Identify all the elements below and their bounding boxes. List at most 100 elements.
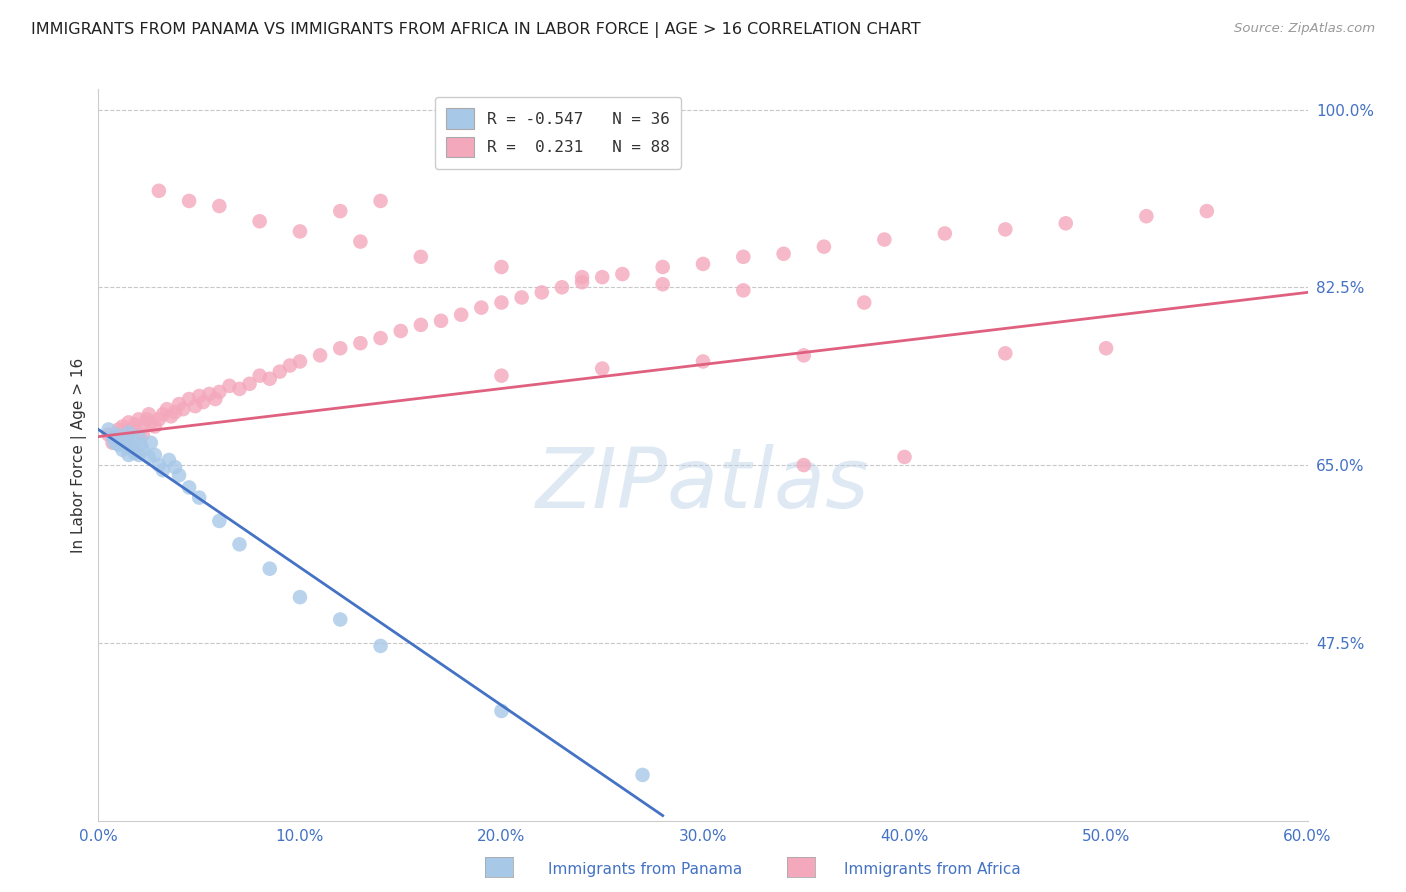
Point bbox=[370, 331, 392, 345]
Point bbox=[148, 184, 170, 198]
Point bbox=[105, 427, 128, 442]
Point bbox=[167, 397, 190, 411]
Point bbox=[994, 222, 1017, 236]
Point bbox=[167, 468, 190, 483]
Point bbox=[111, 419, 134, 434]
Point bbox=[249, 214, 271, 228]
Point bbox=[118, 416, 141, 430]
Y-axis label: In Labor Force | Age > 16: In Labor Force | Age > 16 bbox=[72, 358, 87, 552]
Point bbox=[156, 402, 179, 417]
Point bbox=[179, 194, 201, 208]
Legend: R = -0.547   N = 36, R =  0.231   N = 88: R = -0.547 N = 36, R = 0.231 N = 88 bbox=[434, 97, 682, 169]
Point bbox=[1135, 209, 1157, 223]
Point bbox=[103, 429, 125, 443]
Point bbox=[288, 354, 311, 368]
Point bbox=[179, 480, 201, 494]
Point bbox=[349, 235, 371, 249]
Point bbox=[491, 368, 513, 383]
Point bbox=[651, 260, 673, 274]
Text: Immigrants from Panama: Immigrants from Panama bbox=[548, 863, 742, 877]
Point bbox=[148, 412, 170, 426]
Point bbox=[124, 446, 146, 460]
Point bbox=[853, 295, 876, 310]
Point bbox=[1095, 341, 1118, 355]
Point bbox=[772, 247, 794, 261]
Point bbox=[409, 250, 432, 264]
Point bbox=[309, 348, 332, 362]
Point bbox=[259, 372, 281, 386]
Point bbox=[101, 435, 124, 450]
Point bbox=[651, 277, 673, 292]
Point bbox=[994, 346, 1017, 360]
Point bbox=[228, 382, 250, 396]
Point bbox=[132, 427, 155, 442]
Point bbox=[188, 491, 211, 505]
Point bbox=[152, 407, 174, 421]
Point bbox=[288, 224, 311, 238]
Point bbox=[114, 427, 136, 442]
Point bbox=[97, 427, 120, 442]
Point bbox=[135, 412, 157, 426]
Point bbox=[114, 435, 136, 450]
Point bbox=[184, 399, 207, 413]
Point bbox=[118, 448, 141, 462]
Point bbox=[128, 412, 150, 426]
Point bbox=[591, 270, 613, 285]
Point bbox=[148, 458, 170, 472]
Point bbox=[163, 460, 186, 475]
Point bbox=[370, 194, 392, 208]
Point bbox=[450, 308, 472, 322]
Point bbox=[733, 250, 755, 264]
Point bbox=[208, 199, 231, 213]
Point bbox=[124, 417, 146, 432]
Point bbox=[551, 280, 574, 294]
Point bbox=[491, 260, 513, 274]
Point bbox=[793, 348, 815, 362]
Text: Immigrants from Africa: Immigrants from Africa bbox=[844, 863, 1021, 877]
Text: Source: ZipAtlas.com: Source: ZipAtlas.com bbox=[1234, 22, 1375, 36]
Point bbox=[204, 392, 226, 406]
Point bbox=[101, 429, 124, 443]
Point bbox=[218, 379, 240, 393]
Text: ZIPatlas: ZIPatlas bbox=[536, 443, 870, 524]
Point bbox=[160, 409, 183, 424]
Point bbox=[118, 425, 141, 440]
Point bbox=[793, 458, 815, 472]
Point bbox=[115, 440, 138, 454]
Point bbox=[813, 240, 835, 254]
Point bbox=[239, 376, 262, 391]
Point bbox=[121, 440, 143, 454]
Point bbox=[288, 590, 311, 604]
Point bbox=[491, 704, 513, 718]
Point bbox=[631, 768, 654, 782]
Point bbox=[138, 407, 160, 421]
Point bbox=[370, 639, 392, 653]
Point bbox=[138, 450, 160, 464]
Point bbox=[103, 435, 125, 450]
Point bbox=[143, 419, 166, 434]
Point bbox=[128, 429, 150, 443]
Point bbox=[278, 359, 301, 373]
Point bbox=[692, 354, 714, 368]
Point bbox=[692, 257, 714, 271]
Point bbox=[157, 453, 180, 467]
Point bbox=[571, 275, 593, 289]
Point bbox=[491, 295, 513, 310]
Point bbox=[132, 442, 155, 457]
Point bbox=[120, 433, 142, 447]
Point bbox=[208, 384, 231, 399]
Point bbox=[1195, 204, 1218, 219]
Point bbox=[107, 438, 129, 452]
Point bbox=[193, 395, 215, 409]
Point bbox=[470, 301, 492, 315]
Point bbox=[143, 448, 166, 462]
Point bbox=[97, 423, 120, 437]
Point bbox=[198, 387, 221, 401]
Point bbox=[107, 423, 129, 437]
Point bbox=[389, 324, 412, 338]
Point bbox=[249, 368, 271, 383]
Point bbox=[612, 267, 634, 281]
Point bbox=[409, 318, 432, 332]
Point bbox=[329, 204, 352, 219]
Point bbox=[329, 613, 352, 627]
